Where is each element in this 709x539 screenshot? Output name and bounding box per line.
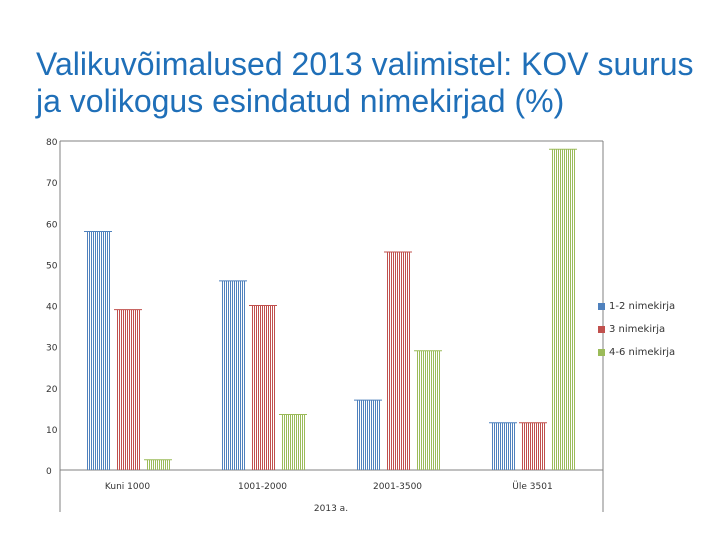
y-tick-labels: 0 10 20 30 40 50 60 70 80: [46, 138, 58, 477]
bar: [219, 280, 247, 470]
x-tick-label: Kuni 1000: [105, 482, 150, 492]
x-tick-label: 2001-3500: [373, 482, 422, 492]
bar: [519, 422, 547, 470]
y-tick-label: 60: [46, 220, 58, 230]
y-tick-label: 50: [46, 261, 58, 271]
legend-swatch-red: [598, 326, 605, 333]
bar: [354, 399, 382, 470]
y-tick-label: 0: [46, 467, 52, 477]
bar: [384, 251, 412, 470]
y-tick-label: 80: [46, 138, 58, 148]
legend-item-2: 3 nimekirja: [598, 318, 675, 341]
bar: [114, 309, 142, 470]
x-axis-label: 2013 a.: [314, 504, 348, 514]
y-tick-label: 30: [46, 344, 58, 354]
x-tick-label: 1001-2000: [238, 482, 287, 492]
legend: 1-2 nimekirja 3 nimekirja 4-6 nimekirja: [598, 295, 675, 364]
x-tick-labels: Kuni 1000 1001-2000 2001-3500 Üle 3501: [105, 481, 553, 492]
bar: [249, 305, 277, 470]
legend-label: 4-6 nimekirja: [609, 347, 676, 358]
chart-axes: [59, 140, 604, 512]
bar: [549, 148, 577, 470]
legend-item-3: 4-6 nimekirja: [598, 341, 675, 364]
bar-series: [84, 148, 577, 470]
bar: [144, 459, 172, 470]
legend-label: 3 nimekirja: [609, 324, 666, 335]
x-tick-label: Üle 3501: [512, 481, 552, 492]
y-tick-label: 20: [46, 385, 58, 395]
bar: [489, 422, 517, 470]
legend-swatch-blue: [598, 303, 605, 310]
bar: [84, 230, 112, 470]
legend-label: 1-2 nimekirja: [609, 301, 676, 312]
y-tick-label: 10: [46, 426, 58, 436]
bar: [279, 413, 307, 470]
bar: [414, 350, 442, 470]
legend-swatch-green: [598, 349, 605, 356]
chart-title: Valikuvõimalused 2013 valimistel: KOV su…: [36, 46, 694, 119]
legend-item-1: 1-2 nimekirja: [598, 295, 675, 318]
y-tick-label: 70: [46, 179, 58, 189]
y-tick-label: 40: [46, 303, 58, 313]
